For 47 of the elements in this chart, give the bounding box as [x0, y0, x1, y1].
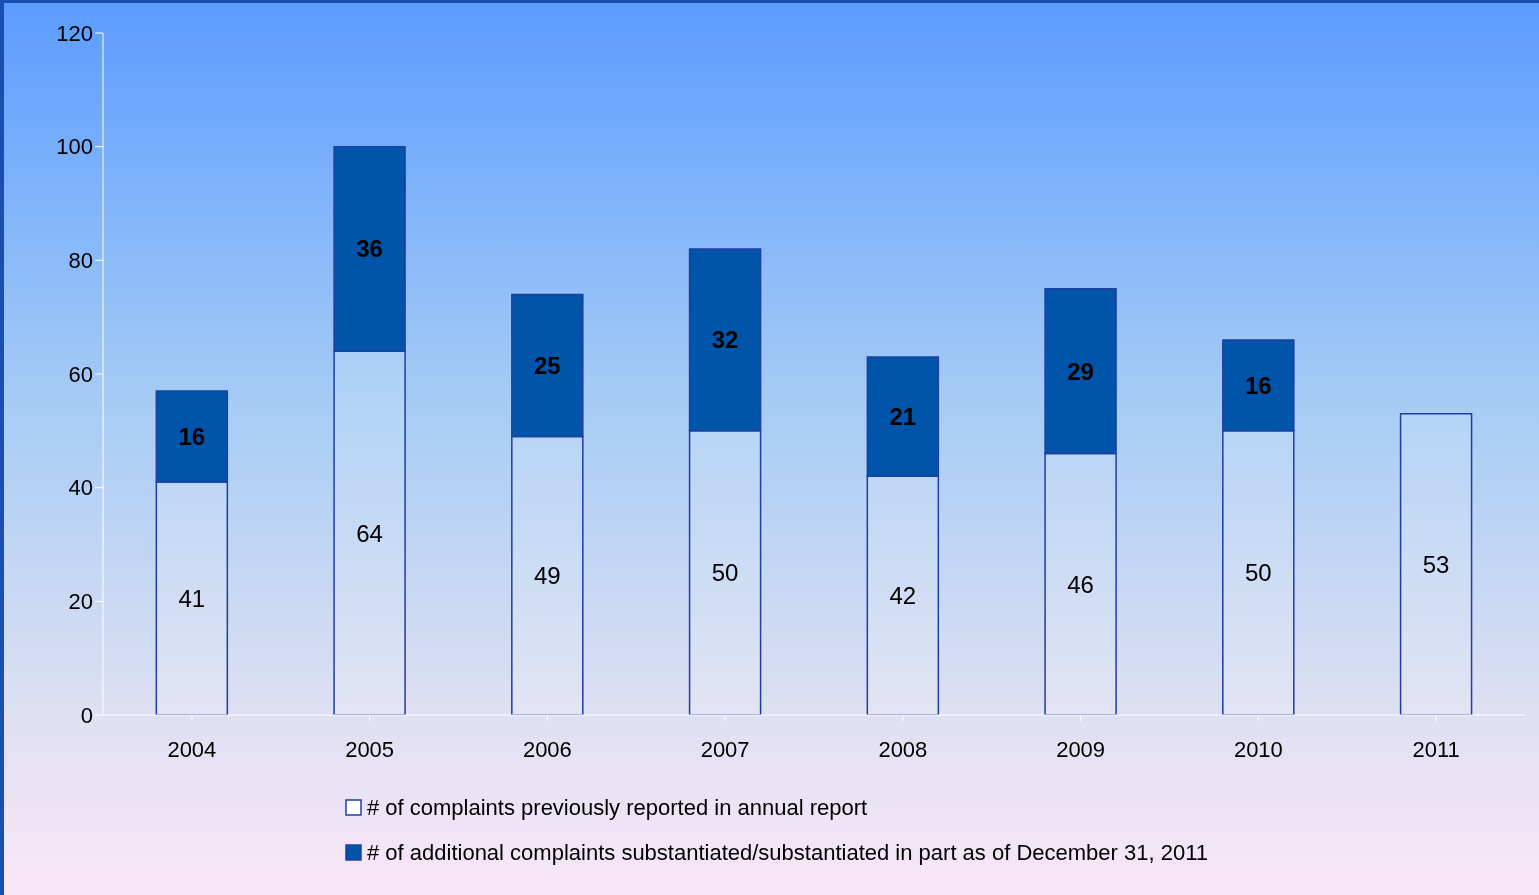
bar — [1399, 413, 1473, 715]
bar — [511, 435, 584, 715]
y-tick-label: 120 — [56, 20, 93, 46]
data-label: 46 — [1067, 570, 1094, 598]
data-label: 36 — [356, 235, 383, 263]
data-label: 29 — [1067, 357, 1094, 385]
bar — [1222, 339, 1295, 432]
x-tick-label: 2008 — [878, 736, 928, 762]
data-label: 25 — [533, 351, 561, 379]
x-tick-label: 2009 — [1056, 736, 1106, 762]
x-tick-label: 2007 — [700, 736, 750, 762]
bar — [866, 475, 940, 715]
bar — [688, 430, 762, 715]
bar — [155, 481, 229, 715]
data-label: 50 — [1244, 559, 1272, 587]
y-tick-label: 40 — [68, 475, 93, 501]
bar — [333, 145, 406, 353]
x-tick-label: 2006 — [522, 736, 572, 762]
x-tick-label: 2004 — [167, 736, 217, 762]
y-tick-label: 0 — [80, 702, 93, 728]
bar — [866, 356, 940, 478]
data-label: 16 — [178, 423, 206, 451]
y-tick-label: 60 — [68, 361, 93, 387]
bar — [155, 390, 229, 483]
bar — [688, 248, 762, 432]
y-tick-label: 80 — [68, 248, 93, 274]
legend-label: # of additional complaints substantiated/substantiated in part as of December 31, 2011 — [367, 839, 1209, 866]
x-tick-label: 2010 — [1233, 736, 1283, 762]
bar — [1222, 430, 1295, 715]
data-label: 42 — [889, 582, 917, 610]
y-tick-label: 20 — [68, 589, 93, 615]
data-label: 41 — [178, 585, 206, 613]
bar — [1044, 288, 1117, 455]
bar — [1044, 452, 1117, 715]
x-tick-label: 2011 — [1412, 736, 1460, 762]
data-label: 21 — [889, 403, 917, 431]
x-tick-label: 2005 — [345, 736, 395, 762]
data-label: 32 — [711, 326, 739, 354]
data-label: 64 — [356, 519, 383, 547]
bar — [511, 293, 584, 438]
data-label: 50 — [711, 559, 739, 587]
bar — [333, 350, 406, 715]
data-label: 16 — [1244, 371, 1272, 399]
legend-label: # of complaints previously reported in annual report — [367, 794, 868, 821]
data-label: 53 — [1422, 550, 1450, 578]
data-label: 49 — [533, 562, 561, 590]
y-tick-label: 100 — [56, 134, 93, 160]
